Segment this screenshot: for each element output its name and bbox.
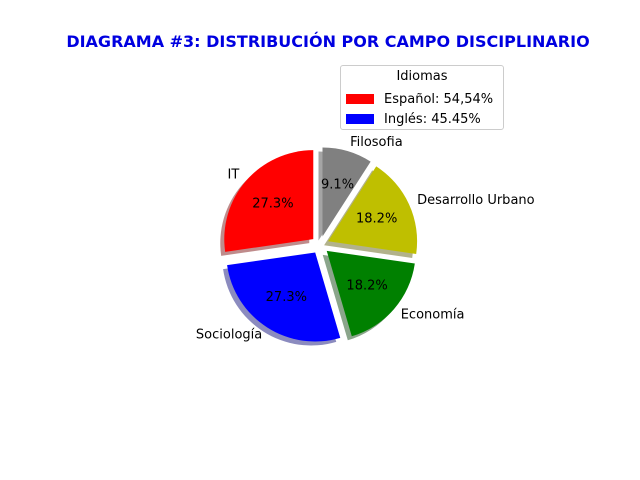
slice-pct-sociologia: 27.3%	[266, 290, 307, 305]
legend-label-espanol: Español: 54,54%	[384, 91, 494, 107]
slice-pct-economia: 18.2%	[346, 278, 387, 293]
slice-pct-desarrollo-urbano: 18.2%	[356, 212, 397, 227]
legend-title: Idiomas	[396, 69, 448, 84]
legend-swatch-ingles	[346, 114, 374, 124]
legend-entry-ingles: Inglés: 45.45%	[346, 111, 481, 127]
legend-swatch-espanol	[346, 94, 374, 104]
legend: Idiomas Español: 54,54% Inglés: 45.45%	[340, 65, 504, 130]
slice-sociologia	[227, 252, 341, 342]
slice-label-desarrollo-urbano: Desarrollo Urbano	[417, 193, 535, 208]
slice-label-filosofia: Filosofia	[350, 135, 403, 150]
slice-it	[224, 150, 314, 252]
legend-entry-espanol: Español: 54,54%	[346, 91, 493, 107]
legend-label-ingles: Inglés: 45.45%	[384, 111, 481, 127]
pie-slices	[224, 147, 418, 342]
slice-economia	[326, 250, 415, 337]
slice-pct-it: 27.3%	[252, 197, 293, 212]
slice-filosofia	[322, 147, 371, 237]
slice-label-sociologia: Sociología	[196, 327, 262, 342]
slice-labels: IT 27.3% Sociología 27.3% Economía 18.2% Desar…	[196, 135, 535, 342]
slice-label-it: IT	[228, 168, 240, 183]
slice-desarrollo-urbano	[328, 166, 418, 254]
slice-label-economia: Economía	[401, 307, 465, 322]
slice-pct-filosofia: 9.1%	[321, 178, 354, 193]
chart-title: DIAGRAMA #3: DISTRIBUCIÓN POR CAMPO DISC…	[66, 32, 590, 51]
